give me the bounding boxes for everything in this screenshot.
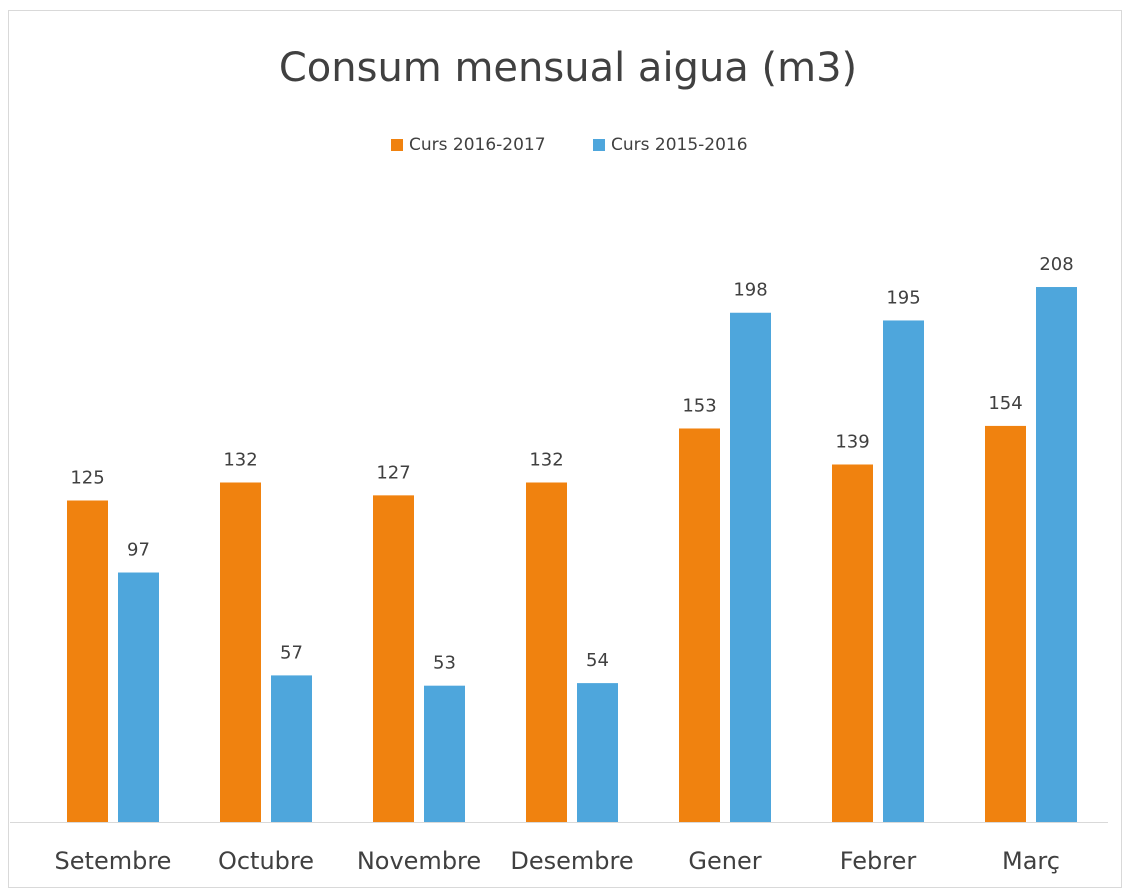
bar xyxy=(730,312,771,822)
legend-swatch xyxy=(593,139,605,151)
bar xyxy=(526,482,567,822)
data-label: 54 xyxy=(586,650,609,671)
x-tick-label: Setembre xyxy=(55,847,172,875)
bar xyxy=(883,320,924,822)
x-tick-label: Octubre xyxy=(218,847,314,875)
x-tick-label: Novembre xyxy=(357,847,481,875)
data-label: 198 xyxy=(733,280,767,301)
data-label: 125 xyxy=(70,468,104,489)
data-label: 154 xyxy=(988,393,1022,414)
bar xyxy=(985,425,1026,822)
x-tick-label: Gener xyxy=(688,847,761,875)
data-label: 132 xyxy=(223,449,257,470)
data-label: 153 xyxy=(682,395,716,416)
bar xyxy=(271,675,312,822)
data-label: 57 xyxy=(280,642,303,663)
bar xyxy=(373,495,414,822)
legend-label: Curs 2016-2017 xyxy=(409,135,546,155)
data-label: 127 xyxy=(376,462,410,483)
bar xyxy=(1036,287,1077,822)
legend-label: Curs 2015-2016 xyxy=(611,135,748,155)
chart-title: Consum mensual aigua (m3) xyxy=(279,45,857,91)
data-label: 97 xyxy=(127,540,150,561)
bar xyxy=(679,428,720,822)
x-tick-label: Febrer xyxy=(840,847,917,875)
bar xyxy=(424,685,465,822)
bar xyxy=(118,572,159,822)
legend-swatch xyxy=(391,139,403,151)
x-tick-label: Març xyxy=(1002,847,1060,875)
bar xyxy=(220,482,261,822)
bar xyxy=(577,683,618,822)
bar xyxy=(67,500,108,822)
data-label: 139 xyxy=(835,431,869,452)
data-label: 195 xyxy=(886,287,920,308)
data-label: 53 xyxy=(433,653,456,674)
x-tick-label: Desembre xyxy=(510,847,633,875)
data-label: 208 xyxy=(1039,254,1073,275)
data-label: 132 xyxy=(529,449,563,470)
bar xyxy=(832,464,873,822)
